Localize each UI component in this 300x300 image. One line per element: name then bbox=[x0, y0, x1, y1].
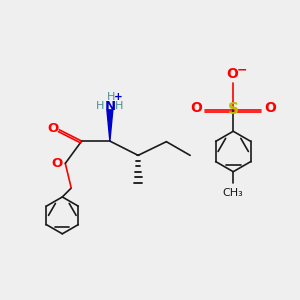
Text: O: O bbox=[226, 67, 238, 81]
Text: O: O bbox=[51, 157, 63, 170]
Text: +: + bbox=[113, 92, 122, 102]
Polygon shape bbox=[107, 110, 113, 141]
Text: H: H bbox=[107, 92, 116, 102]
Text: H: H bbox=[115, 101, 124, 111]
Text: O: O bbox=[191, 101, 203, 116]
Text: S: S bbox=[228, 102, 239, 117]
Text: O: O bbox=[47, 122, 58, 135]
Text: H: H bbox=[96, 101, 105, 111]
Text: N: N bbox=[104, 100, 116, 113]
Text: CH₃: CH₃ bbox=[223, 188, 244, 198]
Text: −: − bbox=[236, 63, 247, 76]
Text: O: O bbox=[264, 101, 276, 116]
